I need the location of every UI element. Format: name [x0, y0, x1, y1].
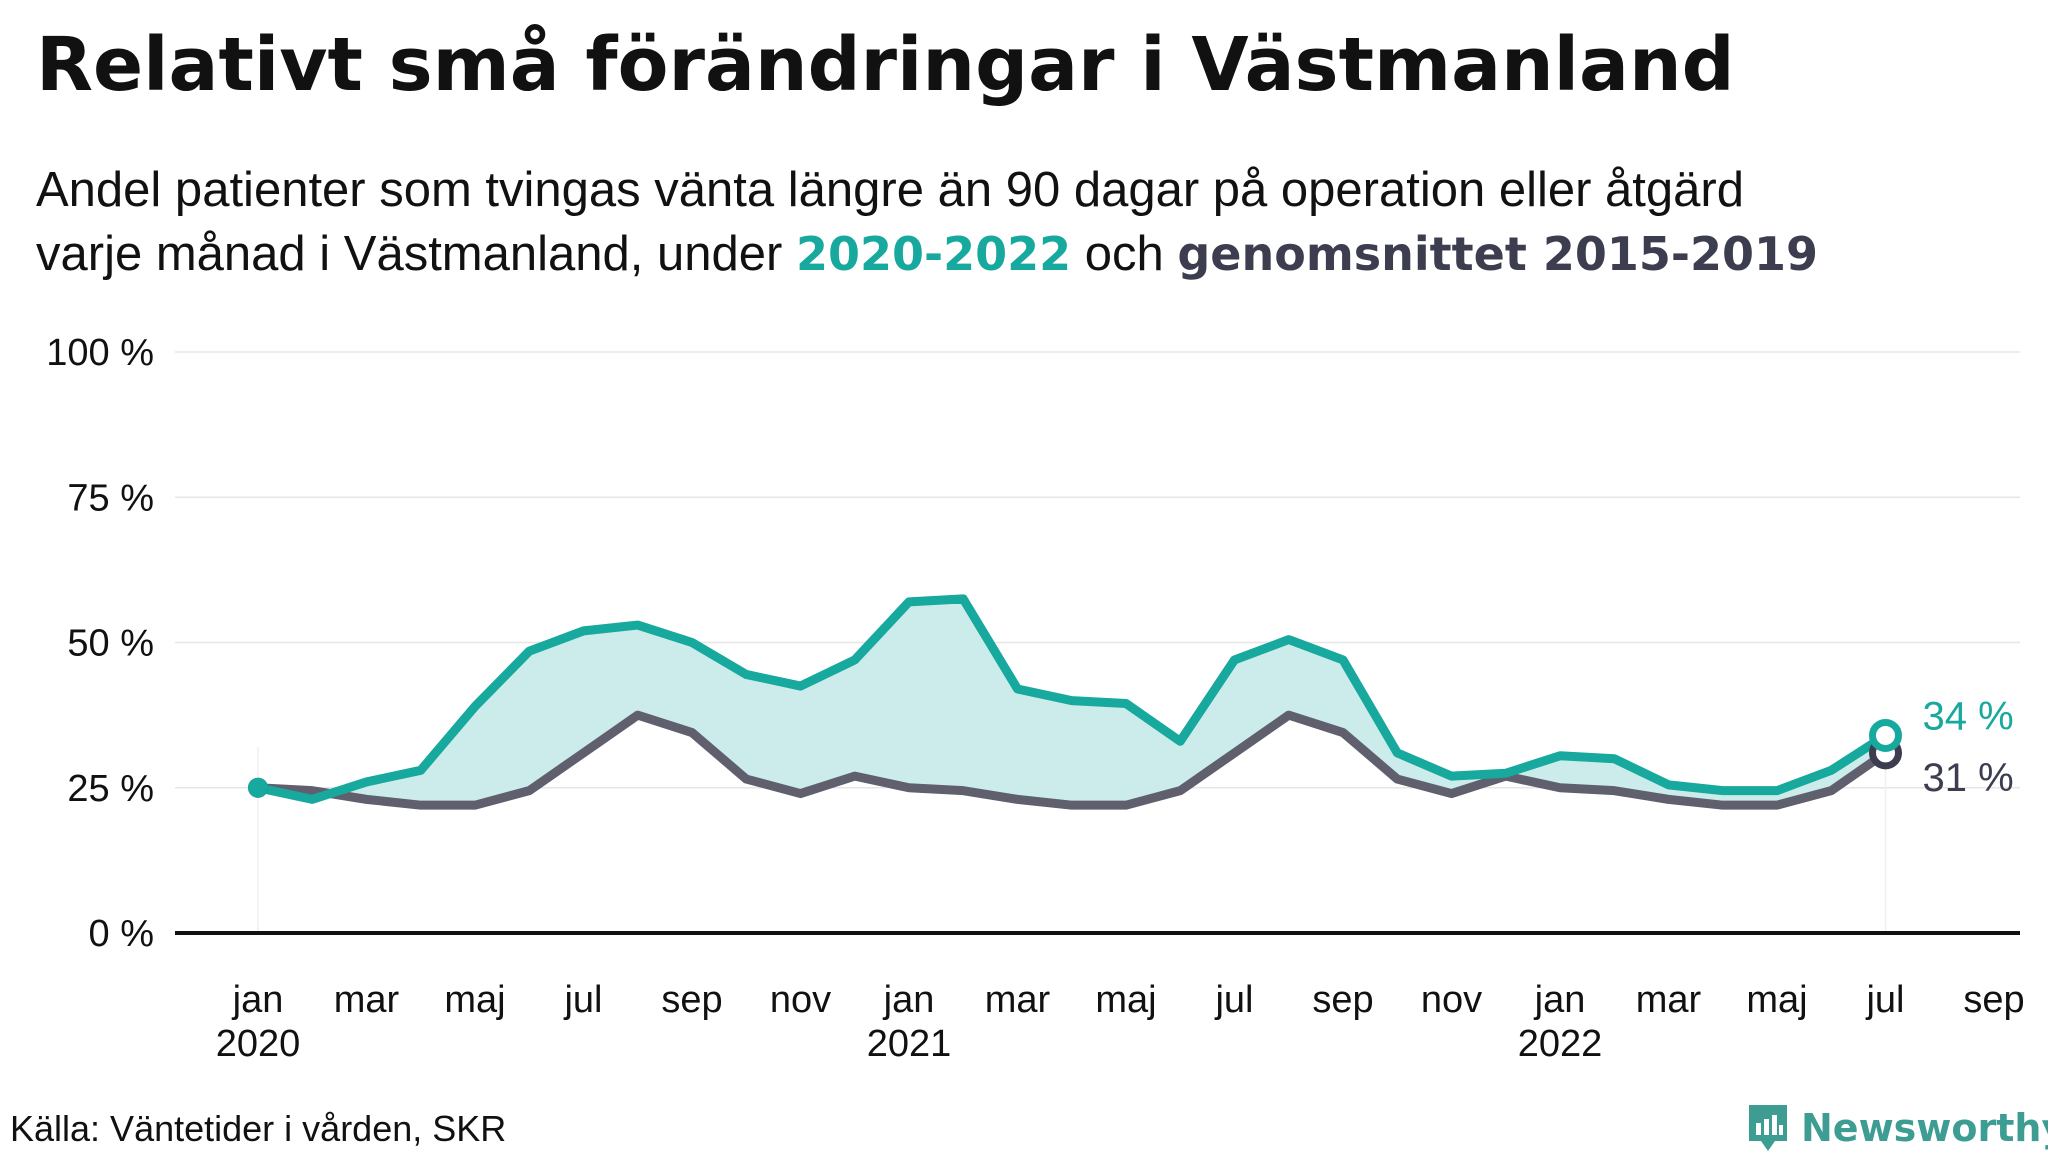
y-tick-label: 75 %: [67, 477, 154, 519]
x-tick-label: mar: [334, 979, 400, 1021]
brand: Newsworthy: [1745, 1098, 2048, 1158]
legend-average-period: genomsnittet 2015-2019: [1177, 227, 1819, 281]
series-line-current: [253, 594, 1890, 804]
chart-title: Relativt små förändringar i Västmanland: [36, 22, 1735, 108]
x-tick-year-label: 2020: [216, 1023, 301, 1065]
x-tick-label: maj: [1746, 979, 1807, 1021]
subtitle-line-1: Andel patienter som tvingas vänta längre…: [36, 163, 1744, 217]
x-tick-label: sep: [1312, 979, 1373, 1021]
x-tick-label: sep: [1963, 979, 2024, 1021]
y-tick-label: 50 %: [67, 623, 154, 665]
y-axis-ticks: 0 % 25 % 50 % 75 % 100 %: [46, 332, 154, 955]
x-tick-year-label: 2022: [1518, 1023, 1603, 1065]
start-marker-current: [248, 777, 268, 798]
x-tick-label: maj: [444, 979, 505, 1021]
x-tick-label: mar: [1636, 979, 1702, 1021]
source-note: Källa: Väntetider i vården, SKR: [10, 1108, 507, 1149]
y-tick-label: 0 %: [89, 913, 154, 955]
x-tick-label: nov: [1421, 979, 1482, 1021]
brand-name: Newsworthy: [1801, 1106, 2048, 1150]
x-tick-label: jan: [1534, 979, 1586, 1021]
gridlines: [175, 351, 2020, 933]
x-tick-label: jan: [232, 979, 284, 1021]
subtitle-connector: och: [1084, 227, 1164, 281]
x-tick-label: maj: [1095, 979, 1156, 1021]
x-tick-label: nov: [770, 979, 831, 1021]
chart-subtitle: Andel patienter som tvingas vänta längre…: [36, 158, 2036, 286]
x-tick-label: mar: [985, 979, 1051, 1021]
legend-current-period: 2020-2022: [795, 227, 1072, 281]
x-tick-year-label: 2021: [867, 1023, 952, 1065]
subtitle-line-2: varje månad i Västmanland, under 2020-20…: [36, 222, 2036, 286]
x-tick-label: jul: [1214, 979, 1253, 1021]
subtitle-prefix: varje månad i Västmanland, under: [36, 227, 783, 281]
end-label-average: 31 %: [1923, 756, 2014, 800]
x-tick-label: jul: [563, 979, 602, 1021]
end-marker-current: [1869, 718, 1902, 752]
series-markers: [248, 718, 1902, 798]
x-tick-label: jul: [1865, 979, 1904, 1021]
x-tick-label: sep: [661, 979, 722, 1021]
y-tick-label: 25 %: [67, 768, 154, 810]
x-tick-label: jan: [883, 979, 935, 1021]
end-label-current: 34 %: [1923, 694, 2014, 738]
series-line-average: [253, 710, 1890, 810]
newsworthy-logo-icon: [1749, 1105, 1787, 1151]
y-tick-label: 100 %: [46, 332, 154, 374]
